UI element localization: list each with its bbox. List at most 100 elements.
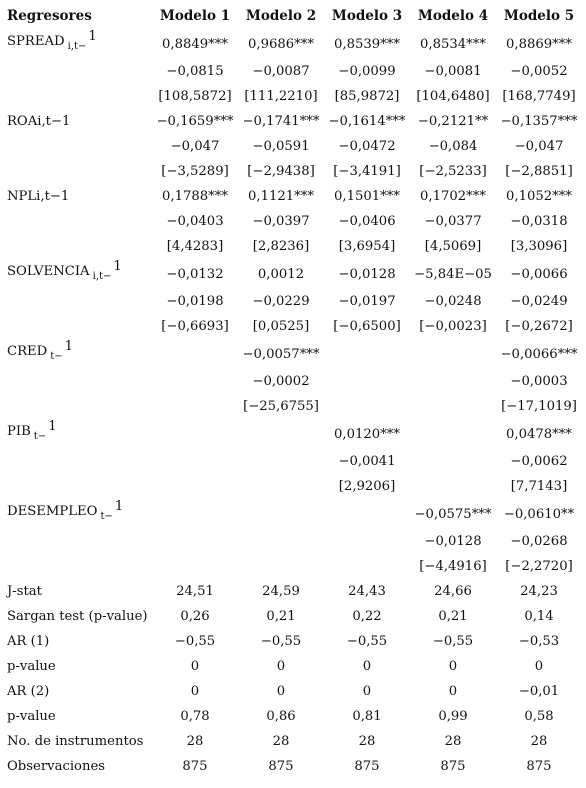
stat-row: AR (2) 0 0 0 0 −0,01 xyxy=(0,679,582,704)
header-modelo-5: Modelo 5 xyxy=(503,8,575,24)
table-cell: 24,66 xyxy=(434,584,472,599)
table-cell: −0,0268 xyxy=(510,534,568,549)
regressor-label xyxy=(0,84,152,109)
table-cell: −0,0815 xyxy=(166,64,224,79)
table-cell: 0,0012 xyxy=(257,266,305,282)
stat-row: J-stat 24,51 24,59 24,43 24,66 24,23 xyxy=(0,579,582,604)
table-cell: 0,1121*** xyxy=(248,189,314,204)
table-cell: 0,1702*** xyxy=(420,189,486,204)
table-cell: −0,0066*** xyxy=(500,346,578,362)
table-cell: 0,8534*** xyxy=(420,36,486,52)
table-cell xyxy=(324,394,410,419)
table-cell xyxy=(324,529,410,554)
table-cell: [−2,5233] xyxy=(419,164,487,179)
stat-label: No. de instrumentos xyxy=(7,734,144,749)
table-row: [−4,4916] [−2,2720] xyxy=(0,554,582,579)
table-cell: 0,99 xyxy=(438,709,468,724)
table-cell: −0,0397 xyxy=(252,214,310,229)
table-row: DESEMPLEO t−1 −0,0575*** −0,0610** xyxy=(0,499,582,529)
table-cell xyxy=(238,499,324,529)
regressor-label xyxy=(0,59,152,84)
table-cell: 0,26 xyxy=(180,609,210,624)
table-cell: −0,0197 xyxy=(338,294,396,309)
table-cell: [−2,2720] xyxy=(505,559,573,574)
table-cell: −0,0248 xyxy=(424,294,482,309)
table-cell xyxy=(324,554,410,579)
table-cell: −0,0229 xyxy=(252,294,310,309)
table-cell: −0,0249 xyxy=(510,294,568,309)
regressor-label xyxy=(0,449,152,474)
table-cell: −0,0128 xyxy=(338,266,396,282)
table-cell: [−0,6693] xyxy=(161,319,229,334)
regressor-label: CRED t−1 xyxy=(0,339,152,369)
table-cell: −0,0128 xyxy=(424,534,482,549)
table-cell: 24,51 xyxy=(176,584,214,599)
table-cell: [4,5069] xyxy=(424,239,482,254)
table-cell: −0,1357*** xyxy=(500,114,578,129)
table-cell xyxy=(152,529,238,554)
table-row: [2,9206] [7,7143] xyxy=(0,474,582,499)
table-cell: [−0,2672] xyxy=(505,319,573,334)
table-cell: [−2,9438] xyxy=(247,164,315,179)
table-cell: [−4,4916] xyxy=(419,559,487,574)
table-cell: 0 xyxy=(448,659,458,674)
table-cell xyxy=(410,369,496,394)
table-cell: 0,9686*** xyxy=(248,36,314,52)
table-cell: [2,9206] xyxy=(338,479,396,494)
table-row: −0,0403 −0,0397 −0,0406 −0,0377 −0,0318 xyxy=(0,209,582,234)
stat-row: Observaciones 875 875 875 875 875 xyxy=(0,754,582,779)
stat-row: AR (1) −0,55 −0,55 −0,55 −0,55 −0,53 xyxy=(0,629,582,654)
table-cell xyxy=(410,394,496,419)
table-cell: 24,43 xyxy=(348,584,386,599)
table-row: SPREAD i,t−1 0,8849*** 0,9686*** 0,8539*** 0,… xyxy=(0,29,582,59)
table-row: SOLVENCIA i,t−1 −0,0132 0,0012 −0,0128 −5,84E… xyxy=(0,259,582,289)
table-cell: [3,6954] xyxy=(338,239,396,254)
regressor-label xyxy=(0,234,152,259)
table-cell: 0,81 xyxy=(352,709,382,724)
table-cell: 875 xyxy=(182,759,208,774)
regressor-name: CRED xyxy=(7,344,48,359)
stat-label: Observaciones xyxy=(7,759,106,774)
regressor-label: ROAi,t−1 xyxy=(0,109,152,134)
table-cell: −0,0403 xyxy=(166,214,224,229)
stat-label: AR (1) xyxy=(7,634,50,649)
regressor-name: SPREAD xyxy=(7,34,65,49)
table-cell: −0,0052 xyxy=(510,64,568,79)
table-cell xyxy=(152,499,238,529)
table-cell: 0,0478*** xyxy=(506,426,572,442)
header-modelo-3: Modelo 3 xyxy=(331,8,403,24)
table-cell: 0 xyxy=(190,659,200,674)
table-cell xyxy=(324,369,410,394)
table-cell: 0 xyxy=(362,684,372,699)
table-cell: 875 xyxy=(354,759,380,774)
table-cell xyxy=(410,449,496,474)
table-cell: −0,0003 xyxy=(510,374,568,389)
table-cell: −0,0041 xyxy=(338,454,396,469)
regressor-subscript: t− xyxy=(50,351,63,362)
table-row: [−25,6755] [−17,1019] xyxy=(0,394,582,419)
regressor-name: NPLi,t−1 xyxy=(7,189,70,204)
regressor-label xyxy=(0,289,152,314)
table-cell: 24,59 xyxy=(262,584,300,599)
regressor-name: DESEMPLEO xyxy=(7,504,98,519)
stat-label: J-stat xyxy=(7,584,42,599)
regressor-label xyxy=(0,134,152,159)
table-cell: 0 xyxy=(534,659,544,674)
table-cell: [108,5872] xyxy=(158,89,232,104)
table-row: CRED t−1 −0,0057*** −0,0066*** xyxy=(0,339,582,369)
table-cell xyxy=(238,474,324,499)
table-cell: −0,0406 xyxy=(338,214,396,229)
table-cell: −0,084 xyxy=(428,139,478,154)
table-cell: −0,047 xyxy=(170,139,220,154)
table-cell: 28 xyxy=(272,734,290,749)
regressor-subscript: i,t− xyxy=(92,271,112,282)
regressor-name: SOLVENCIA xyxy=(7,264,90,279)
table-cell: [104,6480] xyxy=(416,89,490,104)
table-cell: −5,84E−05 xyxy=(414,266,492,282)
stat-row: Sargan test (p-value) 0,26 0,21 0,22 0,21 0,1… xyxy=(0,604,582,629)
table-cell: −0,55 xyxy=(432,634,474,649)
table-cell: −0,0132 xyxy=(166,266,224,282)
regressor-label xyxy=(0,159,152,184)
regressor-label xyxy=(0,394,152,419)
table-cell: [4,4283] xyxy=(166,239,224,254)
